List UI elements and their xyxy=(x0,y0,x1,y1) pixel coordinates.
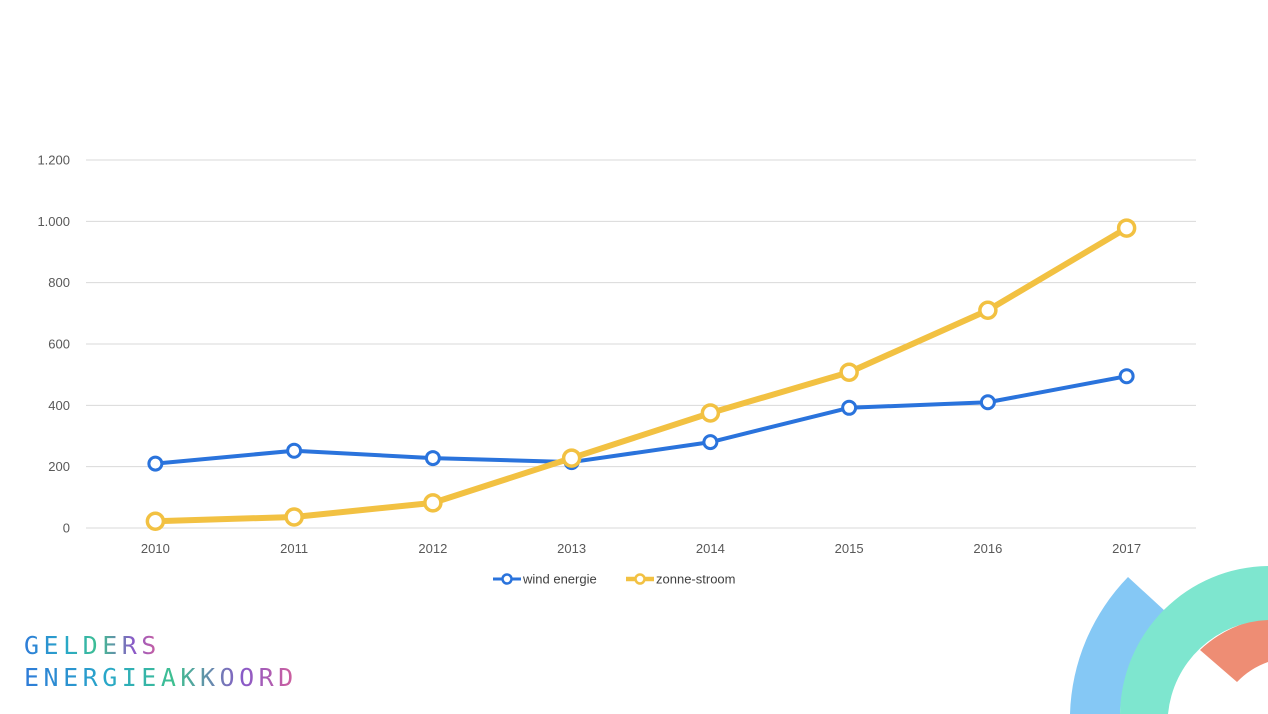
y-tick-label: 1.200 xyxy=(37,153,70,168)
legend-swatch-marker xyxy=(634,573,646,585)
x-axis-tick-labels: 2010 2011 2012 2013 2014 2015 2016 2017 xyxy=(141,541,1141,556)
x-tick-label: 2015 xyxy=(835,541,864,556)
data-point xyxy=(284,507,304,527)
legend-label: zonne-stroom xyxy=(656,572,735,587)
series-zonne-stroom xyxy=(145,218,1137,532)
grid-lines xyxy=(86,159,1196,529)
series-wind-energie xyxy=(147,368,1135,472)
x-tick-label: 2014 xyxy=(696,541,725,556)
deco-salmon-arc xyxy=(1200,618,1268,682)
legend-item: wind energie xyxy=(493,572,597,587)
series-lines xyxy=(145,218,1137,532)
logo-line-2: ENERGIEAKKOORD xyxy=(24,663,298,692)
legend: wind energie zonne-stroom xyxy=(493,572,735,587)
y-tick-label: 400 xyxy=(48,398,70,413)
data-point xyxy=(147,455,164,472)
data-point xyxy=(700,403,721,423)
decorative-arcs xyxy=(1070,566,1268,714)
x-tick-label: 2011 xyxy=(280,541,308,556)
deco-mint-arc xyxy=(1120,566,1268,714)
legend-label: wind energie xyxy=(522,572,597,587)
deco-blue-arc xyxy=(1070,577,1165,714)
data-point xyxy=(1116,218,1137,238)
data-point xyxy=(839,362,859,382)
legend-item: zonne-stroom xyxy=(626,572,735,587)
x-tick-label: 2012 xyxy=(418,541,447,556)
logo-line-1: GELDERS xyxy=(24,631,161,660)
series-line xyxy=(152,225,1130,525)
y-tick-label: 600 xyxy=(48,337,70,352)
data-point xyxy=(145,511,166,532)
series-line xyxy=(153,374,1129,466)
legend-swatch-marker xyxy=(501,573,513,585)
y-tick-label: 800 xyxy=(48,275,70,290)
y-tick-label: 1.000 xyxy=(37,214,70,229)
data-point xyxy=(1118,368,1135,385)
data-point xyxy=(424,450,441,467)
data-point xyxy=(978,300,998,321)
data-point xyxy=(979,394,996,411)
x-tick-label: 2016 xyxy=(973,541,1002,556)
y-tick-label: 200 xyxy=(48,459,70,474)
x-tick-label: 2010 xyxy=(141,541,170,556)
line-chart: 0 200 400 600 800 1.000 1.200 2010 2011 2012 2013… xyxy=(37,153,1196,587)
x-tick-label: 2017 xyxy=(1112,541,1141,556)
data-point xyxy=(561,448,582,468)
data-point xyxy=(841,399,858,416)
data-point xyxy=(702,434,719,451)
data-point xyxy=(286,442,303,459)
y-tick-label: 0 xyxy=(63,521,70,536)
data-point xyxy=(423,493,443,513)
y-axis-tick-labels: 0 200 400 600 800 1.000 1.200 xyxy=(37,153,70,536)
x-tick-label: 2013 xyxy=(557,541,586,556)
